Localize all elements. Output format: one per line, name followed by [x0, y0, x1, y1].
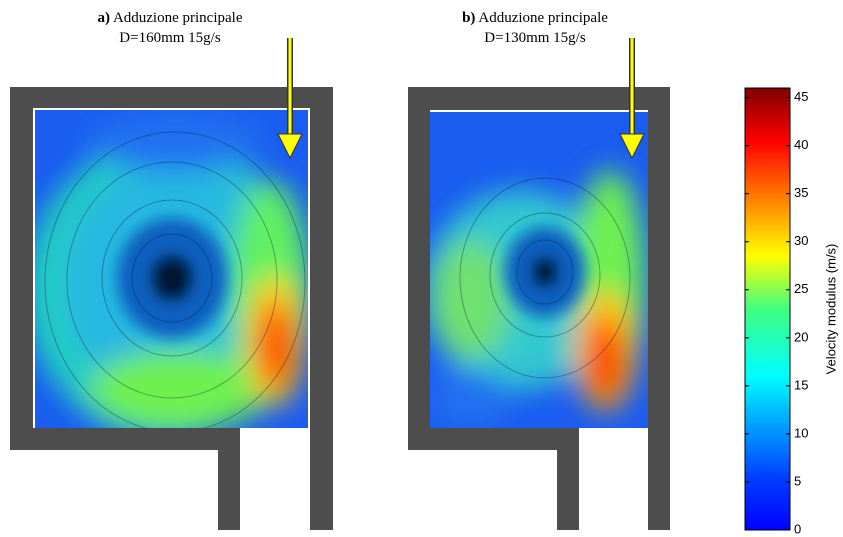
tick-label: 5 [794, 473, 801, 488]
panel-subtitle: D=160mm 15g/s [119, 30, 221, 46]
tick-label: 30 [794, 233, 808, 248]
panel-b: b) Adduzione principale D=130mm 15g/s [408, 10, 670, 530]
tick-label: 25 [794, 281, 808, 296]
panel-letter: a) [98, 10, 111, 26]
panel-letter: b) [462, 10, 475, 26]
duct-wall [408, 87, 670, 530]
colorbar-label: Velocity modulus (m/s) [823, 244, 838, 375]
panel-caption: b) Adduzione principale [462, 10, 608, 26]
panel-caption: a) Adduzione principale [98, 10, 243, 26]
tick-label: 15 [794, 377, 808, 392]
tick-label: 45 [794, 89, 808, 104]
velocity-field [35, 110, 308, 428]
tick-label: 40 [794, 137, 808, 152]
panel-title: Adduzione principale [478, 10, 608, 26]
tick-label: 20 [794, 329, 808, 344]
panel-a: a) Adduzione principale D=160mm 15g/s [10, 10, 333, 530]
panel-title: Adduzione principale [113, 10, 243, 26]
duct-wall [10, 87, 333, 530]
colorbar: Velocity modulus (m/s) [744, 87, 838, 531]
tick-label: 35 [794, 185, 808, 200]
panel-subtitle: D=130mm 15g/s [484, 30, 586, 46]
colorbar-scale [744, 87, 791, 531]
tick-label: 0 [794, 521, 801, 536]
tick-label: 10 [794, 425, 808, 440]
velocity-field [430, 112, 648, 428]
